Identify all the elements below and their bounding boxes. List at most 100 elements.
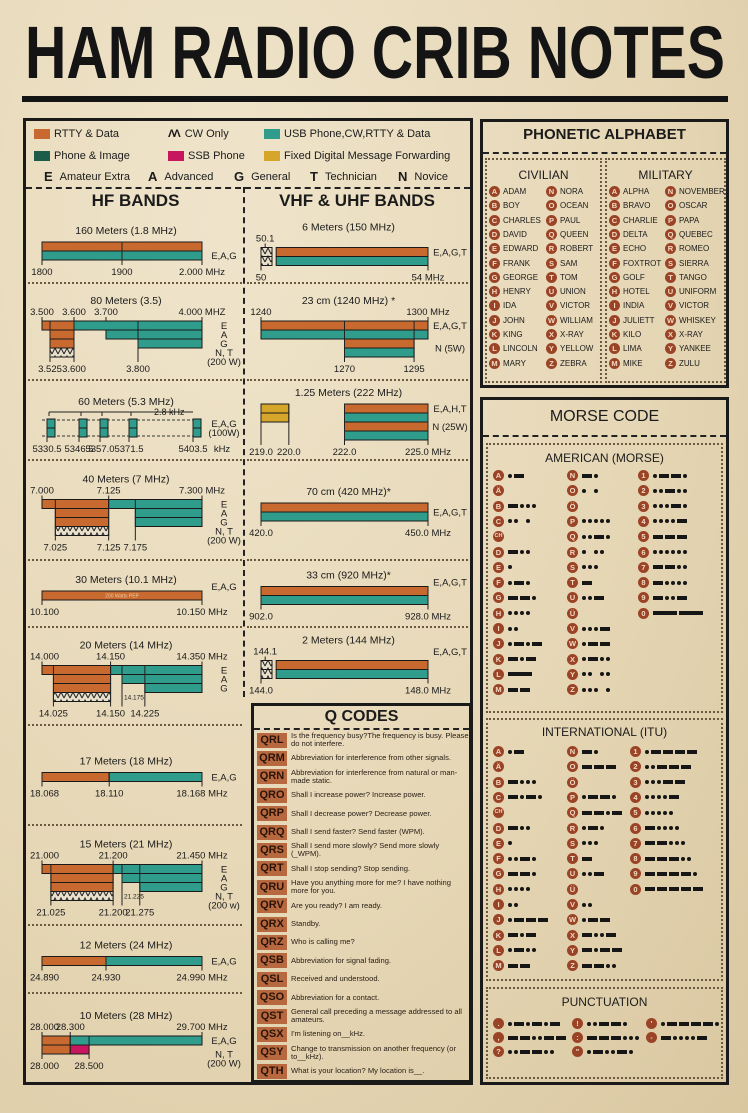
phonetic-word: PAPA xyxy=(679,215,700,225)
american-box xyxy=(486,443,723,713)
morse-code xyxy=(582,657,610,662)
qcode-row: QRS Shall I send more slowly? Send more s… xyxy=(257,841,469,859)
character-circle: Q xyxy=(567,531,578,543)
license-label: (200 W) xyxy=(207,536,241,547)
phonetic-word: KILO xyxy=(623,330,642,339)
dot xyxy=(653,519,657,524)
license-label: N, T xyxy=(215,527,233,538)
character-circle: V xyxy=(567,899,578,910)
dash xyxy=(681,871,691,876)
american-entry: 1 xyxy=(638,470,687,481)
band-separator xyxy=(28,824,242,826)
punctuation-entry: ? xyxy=(493,1046,554,1057)
qcode-row: QSL Received and understood. xyxy=(257,970,469,988)
band-segment-usb xyxy=(139,882,203,892)
band-segment-rtty xyxy=(41,1035,71,1046)
dot xyxy=(606,687,610,692)
dot xyxy=(588,519,592,524)
american-entry: C xyxy=(493,515,530,527)
bottom-tick-label: 14.150 xyxy=(96,709,125,720)
license-T: T Technician xyxy=(310,169,377,184)
character-circle: B xyxy=(493,500,504,512)
dot xyxy=(582,917,586,922)
bottom-tick-label: 21.025 xyxy=(36,908,65,919)
american-entry: 2 xyxy=(638,485,687,497)
bottom-tick-label: 28.000 xyxy=(30,1061,59,1072)
dot xyxy=(544,1021,548,1026)
letter-circle: S xyxy=(546,257,557,269)
character-circle: 6 xyxy=(630,822,641,834)
character-circle: C xyxy=(493,515,504,527)
character-circle: H xyxy=(493,607,504,619)
dot xyxy=(508,565,512,570)
dot xyxy=(651,764,655,769)
bottom-tick-label: 1270 xyxy=(334,364,355,375)
phonetic-word: QUEEN xyxy=(560,229,589,239)
civilian-item: Q QUEEN xyxy=(546,228,589,240)
license-label: N (25W) xyxy=(432,422,467,433)
phonetic-word: SAM xyxy=(560,258,578,268)
dash xyxy=(594,595,604,600)
dash xyxy=(526,917,536,922)
character-circle: . xyxy=(493,1018,504,1029)
dash xyxy=(588,826,598,830)
band-segment-cw xyxy=(52,692,112,702)
top-tick-label: 14.000 xyxy=(30,652,59,663)
civilian-item: I IDA xyxy=(489,300,516,312)
long-dash xyxy=(679,611,703,616)
morse-code xyxy=(653,519,687,524)
dot xyxy=(508,856,512,861)
band-title: 20 Meters (14 MHz) xyxy=(80,640,173,652)
military-item: G GOLF xyxy=(609,271,645,283)
band-svg: 40 Meters (7 MHz) 7.000 7.125 7.300 MHz 7.02… xyxy=(30,474,241,554)
dash xyxy=(588,917,598,922)
bottom-tick-label: 7.125 xyxy=(97,543,121,554)
civilian-item: K KING xyxy=(489,329,523,340)
international-entry: P xyxy=(567,791,616,803)
top-tick-label: 1240 xyxy=(250,307,271,318)
license-label: A xyxy=(221,675,228,686)
dot xyxy=(550,1049,554,1054)
dot xyxy=(683,565,687,570)
dot xyxy=(508,917,512,922)
dot xyxy=(508,519,512,524)
international-entry: D xyxy=(493,822,530,834)
civilian-item: G GEORGE xyxy=(489,271,539,283)
character-circle: 0 xyxy=(638,607,649,619)
morse-code xyxy=(582,550,604,554)
top-tick-label: 3.600 xyxy=(62,307,86,318)
dash xyxy=(594,810,604,815)
dash xyxy=(669,887,679,892)
phonetic-word: GEORGE xyxy=(503,272,539,282)
character-circle: Q xyxy=(567,807,578,819)
bottom-tick-label: 3.525 xyxy=(38,364,62,375)
international-heading: INTERNATIONAL (ITU) xyxy=(541,725,668,739)
civilian-item: H HENRY xyxy=(489,286,531,298)
international-entry: T xyxy=(567,853,592,865)
dash xyxy=(508,687,518,692)
international-entry: 7 xyxy=(630,837,685,849)
qcode-row: QSB Abbreviation for signal fading. xyxy=(257,952,469,970)
bottom-tick-label: 50 xyxy=(256,273,267,284)
dot xyxy=(526,550,530,554)
dot xyxy=(582,795,586,800)
band-segment-usb xyxy=(46,418,56,429)
dot xyxy=(526,826,530,830)
letter-circle: I xyxy=(489,300,500,312)
character-circle: 8 xyxy=(630,853,641,865)
dash xyxy=(677,519,687,524)
band-segment-rtty xyxy=(41,772,110,782)
phonetic-word: FRANK xyxy=(503,258,531,268)
character-circle: D xyxy=(493,822,504,834)
phonetic-word: NOVEMBER xyxy=(679,187,725,196)
band-segment-rtty xyxy=(275,247,429,257)
dash xyxy=(550,1021,560,1026)
dot xyxy=(687,856,691,861)
qcode-row: QSX I'm listening on__kHz. xyxy=(257,1025,469,1043)
dot xyxy=(635,1035,639,1040)
qcode-badge: QRP xyxy=(257,806,287,822)
dash xyxy=(671,504,681,509)
bottom-tick-label: 28.500 xyxy=(75,1061,104,1072)
phonetic-word: ALPHA xyxy=(623,187,650,196)
morse-code xyxy=(582,871,604,876)
